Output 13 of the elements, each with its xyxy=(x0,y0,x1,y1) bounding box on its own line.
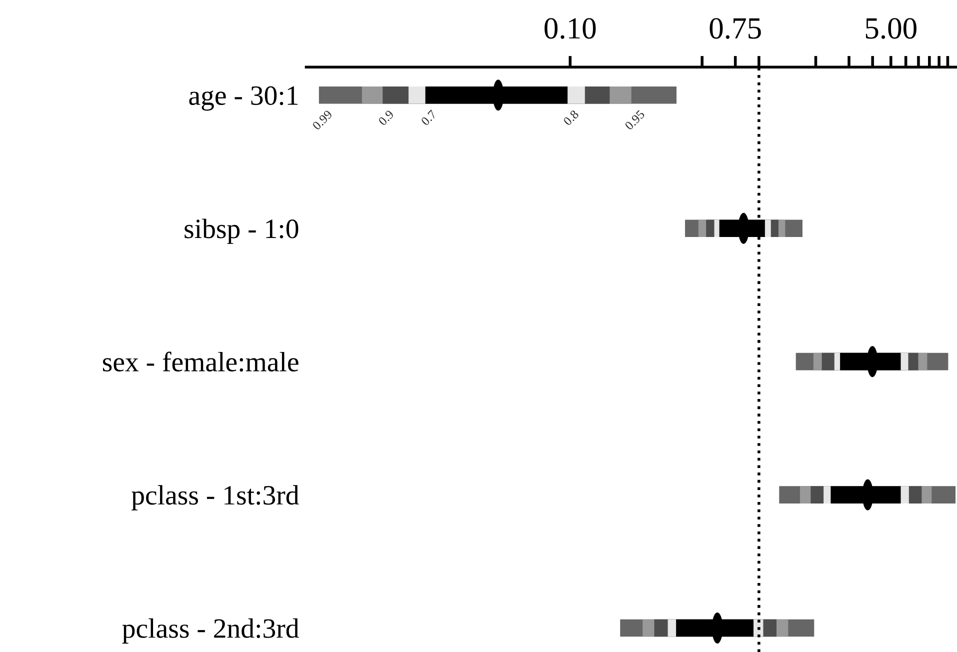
x-tick-label: 0.75 xyxy=(710,18,761,39)
x-tick-label: 5.00 xyxy=(866,18,916,39)
y-tick-label: age - 30:1 xyxy=(189,86,298,111)
annotation: 0.9 xyxy=(378,110,394,126)
y-tick-label: pclass - 1st:3rd xyxy=(132,485,299,510)
y-tick-label: pclass - 2nd:3rd xyxy=(122,618,299,644)
annotation: 0.95 xyxy=(624,110,646,130)
annotation: 0.8 xyxy=(562,110,580,126)
annotation: 0.99 xyxy=(312,110,333,130)
y-tick-label: sibsp - 1:0 xyxy=(184,218,298,244)
y-tick-label: sex - female:male xyxy=(103,352,298,372)
x-tick-label: 0.10 xyxy=(544,18,596,39)
annotation: 0.7 xyxy=(420,110,438,126)
